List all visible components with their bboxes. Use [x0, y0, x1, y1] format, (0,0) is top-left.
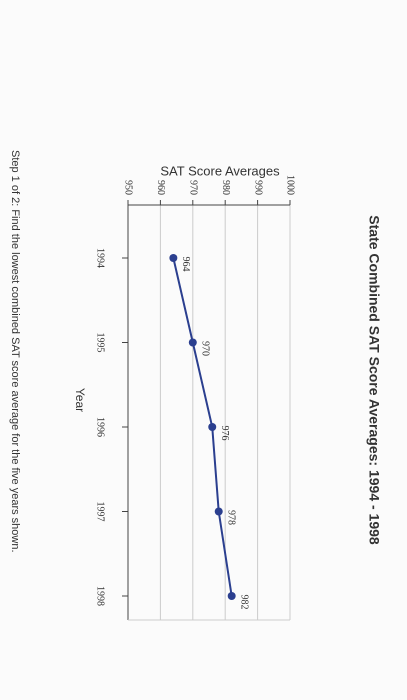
data-label: 976	[219, 426, 230, 441]
point	[227, 592, 236, 600]
y-tick-label: 990	[252, 180, 263, 195]
x-tick-label: 1994	[95, 248, 106, 268]
point	[188, 338, 197, 347]
y-axis-title: SAT Score Averages	[160, 163, 280, 178]
point	[169, 254, 178, 262]
x-tick-label: 1996	[95, 417, 106, 437]
y-tick-label: 950	[123, 180, 134, 195]
data-label: 978	[225, 510, 236, 525]
x-tick-label: 1995	[95, 333, 106, 353]
data-label: 964	[180, 257, 191, 272]
data-label: 982	[238, 595, 249, 610]
y-tick-label: 980	[220, 180, 231, 195]
x-axis-title: Year	[73, 388, 87, 412]
chart-title: State Combined SAT Score Averages: 1994 …	[366, 215, 382, 545]
point	[214, 507, 223, 516]
x-tick-label: 1997	[95, 502, 106, 522]
x-tick-label: 1998	[95, 586, 106, 606]
y-tick-label: 960	[155, 180, 166, 195]
step-text: Step 1 of 2: Find the lowest combined SA…	[9, 150, 21, 553]
y-tick-label: 970	[188, 180, 199, 195]
point	[208, 423, 217, 431]
data-label: 970	[200, 341, 211, 356]
y-tick-label: 1000	[285, 175, 296, 195]
